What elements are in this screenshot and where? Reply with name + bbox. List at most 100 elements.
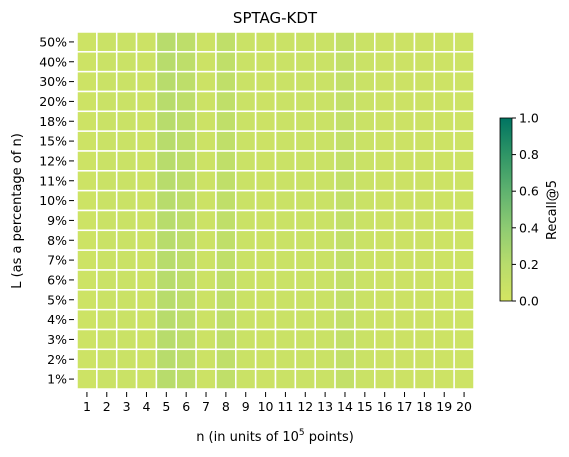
heatmap-cell (96, 70, 118, 93)
heatmap-cell (254, 189, 277, 212)
heatmap-cell (195, 249, 217, 271)
heatmap-cell (175, 130, 197, 152)
y-tick-label: 50% (39, 34, 67, 49)
y-tick-label: 3% (47, 332, 67, 347)
heatmap-cell (96, 170, 118, 192)
x-tick-label: 10 (258, 399, 274, 414)
heatmap-cell (96, 110, 118, 132)
heatmap-cell (135, 189, 158, 212)
heatmap-cell (374, 249, 396, 271)
heatmap-cell (334, 51, 356, 73)
heatmap-cell (433, 209, 455, 232)
heatmap-cell (374, 150, 396, 172)
heatmap-cell (195, 130, 217, 152)
heatmap-cell (155, 110, 177, 132)
heatmap-cell (374, 368, 396, 390)
heatmap-cell (433, 348, 455, 370)
heatmap-cell (195, 348, 217, 370)
heatmap-cell (294, 170, 316, 192)
heatmap-cell (354, 170, 376, 192)
heatmap-cell (76, 328, 98, 351)
heatmap-cell (314, 130, 336, 152)
y-tick-label: 30% (39, 74, 67, 89)
heatmap-cell (354, 269, 376, 291)
heatmap-cell (175, 269, 197, 291)
heatmap-cell (413, 170, 436, 192)
heatmap-cell (433, 229, 455, 251)
heatmap-cell (314, 209, 336, 232)
heatmap-cell (334, 269, 356, 291)
heatmap-cell (374, 328, 396, 351)
heatmap-cell (433, 289, 455, 311)
heatmap-cell (155, 269, 177, 291)
heatmap-cell (96, 229, 118, 251)
heatmap-cell (155, 170, 177, 192)
heatmap-cell (115, 308, 138, 331)
heatmap-cell (334, 289, 356, 311)
heatmap-cell (294, 150, 316, 172)
heatmap-cell (374, 170, 396, 192)
heatmap-cell (453, 189, 475, 212)
x-tick-label: 6 (182, 399, 190, 414)
y-tick-label: 4% (47, 312, 67, 327)
heatmap-cell (254, 209, 277, 232)
heatmap-cell (374, 31, 396, 53)
heatmap-cell (314, 110, 336, 132)
heatmap-cell (135, 130, 158, 152)
heatmap-cell (354, 189, 376, 212)
heatmap-cell (393, 328, 416, 351)
x-tick-label: 4 (142, 399, 150, 414)
colorbar: 0.0 0.2 0.4 0.6 0.8 1.0 (499, 111, 539, 309)
heatmap-cell (195, 229, 217, 251)
x-axis-label: n (in units of 105 points) (196, 428, 354, 445)
heatmap-cell (294, 110, 316, 132)
heatmap-cell (453, 150, 475, 172)
heatmap-cell (433, 130, 455, 152)
heatmap-cell (115, 51, 138, 73)
heatmap-cell (254, 70, 277, 93)
x-tick-label: 16 (377, 399, 393, 414)
heatmap-cell (155, 308, 177, 331)
heatmap-cell (433, 328, 455, 351)
heatmap-cell (354, 249, 376, 271)
heatmap-cell (453, 308, 475, 331)
heatmap-cell (235, 51, 257, 73)
heatmap-cell (235, 189, 257, 212)
heatmap-cell (175, 51, 197, 73)
heatmap-cell (413, 31, 436, 53)
heatmap-cell (314, 328, 336, 351)
heatmap-cell (433, 308, 455, 331)
heatmap-cell (294, 249, 316, 271)
heatmap-cell (135, 368, 158, 390)
heatmap-cell (374, 110, 396, 132)
heatmap-cell (274, 70, 297, 93)
heatmap-cell (155, 328, 177, 351)
heatmap-cell (334, 170, 356, 192)
heatmap-cell (314, 150, 336, 172)
heatmap-cell (274, 229, 297, 251)
heatmap-cell (433, 189, 455, 212)
heatmap-cell (294, 70, 316, 93)
heatmap-cell (254, 289, 277, 311)
heatmap-cell (393, 110, 416, 132)
heatmap-cell (294, 130, 316, 152)
heatmap-cell (76, 51, 98, 73)
heatmap-cell (393, 31, 416, 53)
x-tick-label: 8 (222, 399, 230, 414)
heatmap-cell (294, 348, 316, 370)
heatmap-cell (215, 269, 237, 291)
heatmap-cell (433, 90, 455, 113)
heatmap-cell (215, 110, 237, 132)
heatmap-cell (96, 308, 118, 331)
colorbar-tick-label: 0.4 (519, 220, 539, 235)
heatmap-cell (453, 31, 475, 53)
heatmap-cell (115, 130, 138, 152)
heatmap-cell (235, 130, 257, 152)
heatmap-cell (135, 51, 158, 73)
heatmap-cell (354, 110, 376, 132)
heatmap-cell (354, 229, 376, 251)
heatmap-cell (334, 328, 356, 351)
heatmap-cell (393, 130, 416, 152)
heatmap-cell (115, 289, 138, 311)
